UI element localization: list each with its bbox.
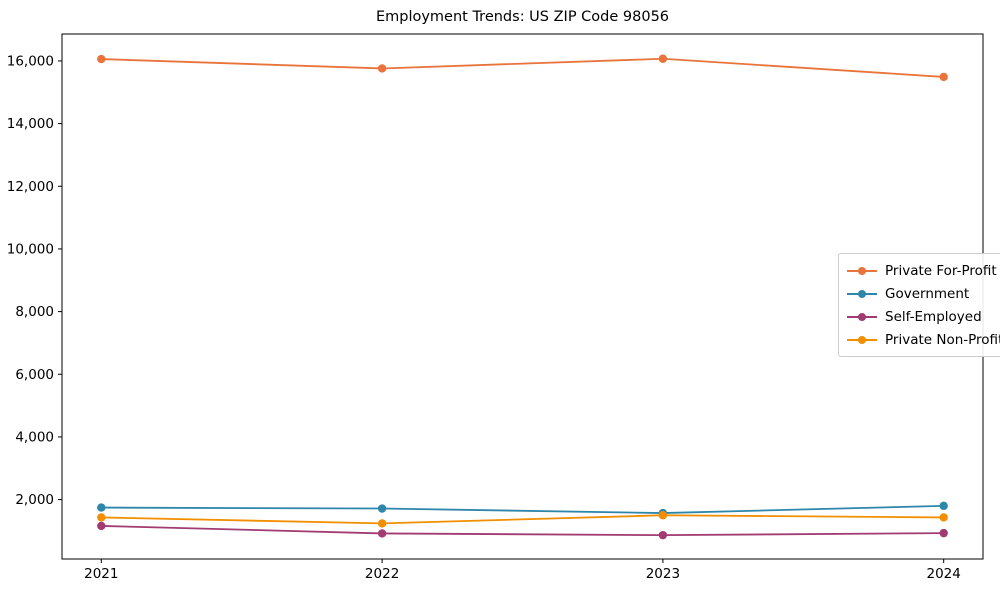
- data-point-marker: [939, 513, 948, 522]
- data-point-marker: [658, 511, 668, 520]
- legend-label: Private For-Profit: [885, 262, 997, 279]
- legend-label: Self-Employed: [885, 308, 982, 325]
- legend-item: Private Non-Profit: [847, 328, 1000, 351]
- data-point-marker: [377, 529, 387, 538]
- data-point-marker: [939, 72, 948, 82]
- legend-line-marker-icon: [847, 266, 877, 275]
- series-line-private-for-profit: [101, 57, 944, 78]
- legend-label: Private Non-Profit: [885, 331, 1000, 348]
- data-point-marker: [658, 54, 668, 63]
- x-tick-label: 2022: [365, 566, 399, 582]
- series-line-self-employed: [101, 525, 944, 537]
- legend-label: Government: [885, 285, 970, 302]
- legend-line-marker-icon: [847, 289, 877, 298]
- data-point-marker: [658, 530, 668, 540]
- x-tick-label: 2021: [84, 566, 118, 582]
- legend-line-marker-icon: [847, 335, 877, 344]
- legend-line-marker-icon: [847, 312, 877, 321]
- data-point-marker: [377, 504, 387, 513]
- y-tick-label: 8,000: [15, 304, 54, 320]
- legend-item: Self-Employed: [847, 305, 1000, 328]
- chart-title: Employment Trends: US ZIP Code 98056: [375, 9, 670, 25]
- data-point-marker: [97, 54, 106, 64]
- x-tick-label: 2023: [646, 566, 680, 582]
- data-point-marker: [377, 519, 387, 528]
- y-tick-label: 6,000: [15, 367, 54, 383]
- legend-item: Government: [847, 282, 1000, 305]
- x-tick-label: 2024: [927, 566, 961, 582]
- series-line-private-non-profit: [101, 514, 944, 525]
- y-tick-label: 10,000: [7, 241, 54, 257]
- data-point-marker: [377, 64, 387, 73]
- series-line-government: [101, 504, 944, 514]
- y-tick-label: 4,000: [15, 429, 54, 445]
- y-tick-label: 12,000: [7, 179, 54, 195]
- data-point-marker: [97, 503, 106, 512]
- legend-item: Private For-Profit: [847, 259, 1000, 282]
- y-tick-label: 16,000: [7, 53, 54, 69]
- data-point-marker: [97, 521, 106, 531]
- data-point-marker: [939, 528, 948, 538]
- y-tick-label: 14,000: [7, 116, 54, 132]
- legend: Private For-Profit Government Self-Employe…: [838, 253, 1000, 357]
- data-point-marker: [97, 513, 106, 522]
- y-tick-label: 2,000: [15, 492, 54, 508]
- data-point-marker: [939, 501, 948, 511]
